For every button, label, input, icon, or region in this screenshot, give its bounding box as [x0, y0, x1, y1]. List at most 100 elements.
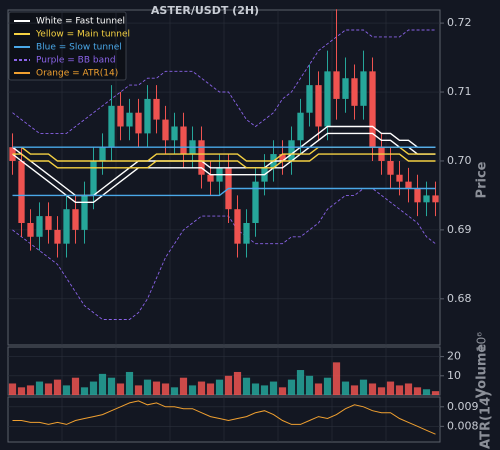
candle-body — [351, 78, 358, 106]
volume-scale: 10⁶ — [475, 332, 489, 352]
volume-bar — [17, 387, 26, 395]
candle-body — [54, 229, 61, 244]
candle-body — [306, 85, 313, 113]
legend-label: Purple = BB band — [36, 56, 116, 66]
volume-bar — [431, 391, 440, 395]
volume-bar — [107, 377, 116, 395]
candle-body — [117, 105, 124, 127]
candle-body — [171, 126, 178, 141]
legend-label: Blue = Slow tunnel — [36, 43, 122, 53]
candle-body — [18, 160, 25, 223]
volume-bar — [143, 379, 152, 395]
candle-body — [135, 112, 142, 134]
volume-bar — [323, 377, 332, 395]
candle-body — [288, 140, 295, 161]
volume-bar — [332, 362, 341, 395]
volume-bar — [377, 387, 386, 395]
candle-body — [81, 195, 88, 230]
candle-body — [72, 209, 79, 230]
volume-bar — [116, 383, 125, 395]
volume-bar — [233, 371, 242, 395]
volume-bar — [350, 385, 359, 395]
volume-bar — [125, 371, 134, 395]
legend — [8, 11, 127, 81]
atr-line — [12, 400, 436, 435]
candle-body — [126, 112, 133, 127]
y-axis-label: Price — [475, 161, 490, 198]
volume-bar — [152, 381, 161, 395]
candle-body — [342, 78, 349, 99]
volume-bar — [62, 385, 71, 395]
candle-body — [387, 160, 394, 175]
volume-axis-label: Volume — [475, 344, 490, 399]
volume-bar — [35, 381, 44, 395]
volume-bar — [341, 381, 350, 395]
volume-bar — [413, 387, 422, 395]
candle-body — [162, 119, 169, 141]
volume-bar — [26, 385, 35, 395]
candle-body — [252, 181, 259, 223]
candle-body — [423, 195, 430, 203]
volume-bar — [251, 383, 260, 395]
volume-bar — [296, 370, 305, 395]
candle-body — [90, 160, 97, 196]
candle-body — [234, 209, 241, 244]
candle-body — [243, 222, 250, 244]
y-tick-label: 10 — [447, 369, 461, 382]
y-tick-label: 0.009 — [447, 400, 479, 413]
tunnel-lower — [12, 153, 436, 169]
candle-body — [36, 216, 43, 237]
legend-label: White = Fast tunnel — [36, 17, 125, 27]
candle-body — [396, 174, 403, 182]
candle-body — [324, 71, 331, 127]
candle-body — [414, 188, 421, 203]
legend-label: Yellow = Main tunnel — [35, 30, 130, 40]
volume-bar — [179, 377, 188, 395]
candle-body — [432, 195, 439, 203]
candle-body — [405, 181, 412, 189]
volume-bar — [278, 387, 287, 395]
volume-bar — [260, 385, 269, 395]
volume-bar — [89, 381, 98, 395]
volume-bar — [71, 377, 80, 395]
candle-body — [108, 105, 115, 148]
y-tick-label: 0.69 — [447, 223, 472, 236]
volume-bar — [215, 379, 224, 395]
y-tick-label: 0.72 — [447, 16, 472, 29]
y-tick-label: 0.68 — [447, 292, 472, 305]
volume-bar — [224, 375, 233, 395]
candle-body — [153, 98, 160, 120]
candle-body — [369, 71, 376, 148]
candle-body — [27, 222, 34, 237]
volume-bar — [242, 377, 251, 395]
volume-bar — [359, 379, 368, 395]
candle-body — [315, 85, 322, 127]
volume-bar — [197, 381, 206, 395]
candle-body — [360, 71, 367, 106]
volume-bar — [98, 373, 107, 395]
tunnel-lower — [12, 187, 436, 197]
volume-bar — [53, 379, 62, 395]
candle-body — [333, 71, 340, 99]
volume-bar — [188, 385, 197, 395]
volume-bar — [44, 383, 53, 395]
candle-body — [63, 209, 70, 244]
volume-bar — [206, 383, 215, 395]
volume-bar — [170, 387, 179, 395]
volume-bar — [404, 383, 413, 395]
volume-bar — [8, 383, 17, 395]
volume-bar — [134, 385, 143, 395]
volume-bar — [314, 383, 323, 395]
candle-body — [144, 98, 151, 134]
y-tick-label: 20 — [447, 350, 461, 363]
volume-bar — [80, 387, 89, 395]
volume-bar — [305, 375, 314, 395]
y-tick-label: 0.008 — [447, 419, 479, 432]
chart-title: ASTER/USDT (2H) — [151, 4, 259, 17]
bb-upper — [12, 29, 436, 134]
candle-body — [45, 216, 52, 230]
candle-body — [207, 174, 214, 182]
tunnel-lower — [12, 132, 436, 203]
candle-body — [99, 147, 106, 161]
